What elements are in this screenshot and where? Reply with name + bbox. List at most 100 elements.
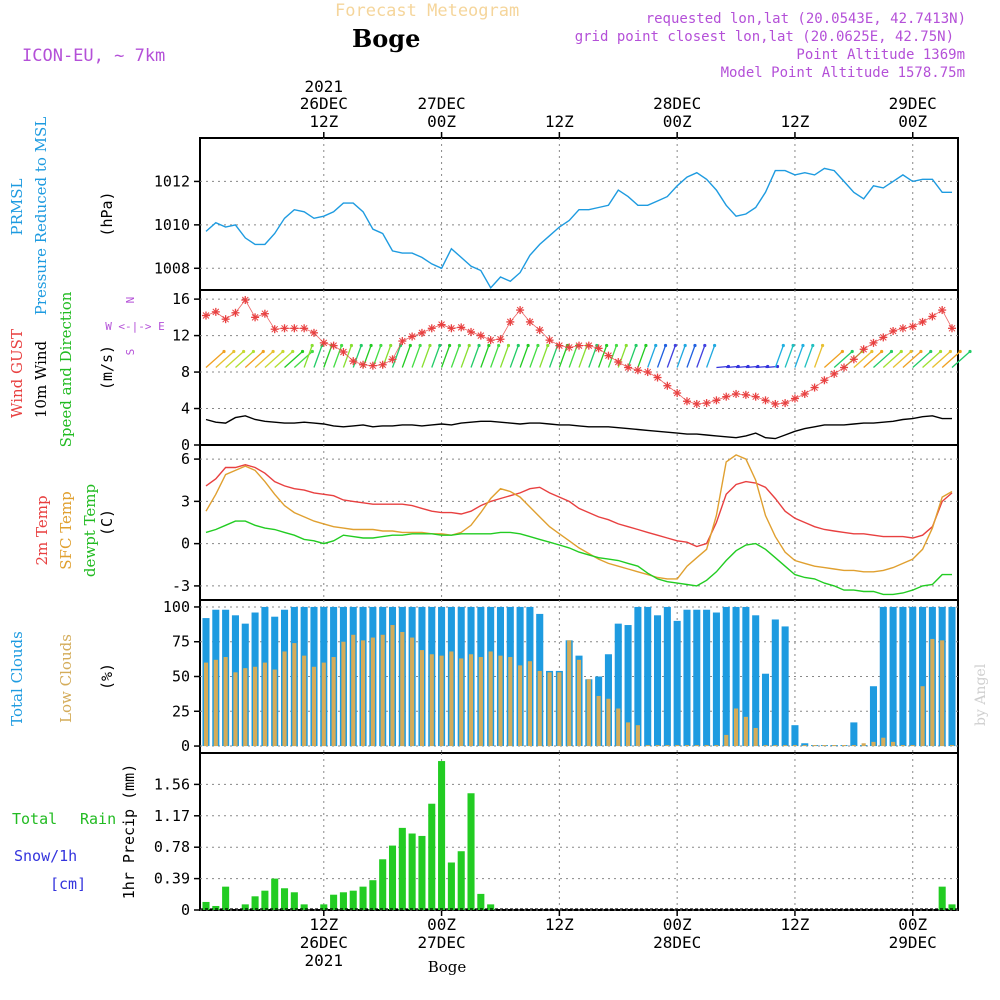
- low-cloud-bar: [331, 657, 336, 747]
- wind-arrow-head: [428, 343, 432, 348]
- wind-arrow-head: [889, 349, 894, 354]
- wind-gust-point: [810, 383, 819, 392]
- wind-arrow: [794, 345, 804, 368]
- wind-arrow-head: [624, 343, 628, 348]
- wind-gust-point: [437, 320, 446, 329]
- wind-gust-point: [928, 312, 937, 321]
- total-clouds-label: Total Clouds: [8, 631, 26, 726]
- low-cloud-bar: [851, 745, 856, 747]
- top-label-hour: 12Z: [545, 112, 574, 131]
- wind-arrow: [637, 345, 647, 368]
- gust-star-d2: [840, 364, 848, 371]
- wind-arrow-head: [614, 343, 619, 348]
- low-cloud-bar: [812, 745, 817, 747]
- wind-arrow: [912, 351, 932, 368]
- wind-arrow: [598, 345, 608, 368]
- wind-arrow: [539, 345, 549, 368]
- gust-star-d2: [290, 324, 298, 332]
- wind-arrow-head: [880, 349, 884, 354]
- low-cloud-bar: [567, 640, 572, 747]
- top-label-date: 28DEC: [653, 94, 701, 113]
- low-cloud-bar: [900, 745, 905, 747]
- y-tick-label: 0: [181, 436, 190, 454]
- low-cloud-bar: [881, 737, 886, 747]
- low-cloud-bar: [861, 743, 866, 747]
- gust-star-d2: [281, 324, 288, 332]
- low-cloud-bar: [675, 745, 680, 747]
- low-cloud-bar: [321, 662, 326, 747]
- wind-arrow-head: [271, 349, 275, 354]
- low-cloud-bar: [537, 670, 542, 747]
- total-cloud-bar: [909, 606, 917, 747]
- gust-star-d2: [742, 391, 750, 399]
- rain-bar: [222, 886, 230, 910]
- y-tick-label: 0.39: [154, 870, 190, 888]
- wind-arrow-head: [310, 349, 314, 354]
- rain-bar: [290, 892, 298, 910]
- wind-arrow-head: [663, 343, 668, 348]
- wind-arrow: [499, 345, 510, 368]
- total-cloud-bar: [634, 606, 642, 747]
- rain-bar: [359, 886, 367, 910]
- low-cloud-bar: [635, 725, 640, 747]
- gust-star-d2: [771, 400, 779, 408]
- low-cloud-bar: [410, 637, 415, 747]
- gust-star-d2: [546, 336, 553, 344]
- gust-star-d2: [752, 393, 760, 401]
- wind-arrow: [578, 345, 588, 368]
- bottom-label-date: 28DEC: [653, 933, 701, 952]
- wind-arrow-head: [389, 343, 393, 348]
- wind-arrow-head: [320, 343, 324, 348]
- gust-star-d2: [516, 306, 524, 314]
- rain-bar: [379, 859, 387, 910]
- wind-arrow: [342, 345, 353, 368]
- panel-pressure: 1008 1010 1012 (hPa) PRMSL Pressure Reduced t…: [8, 117, 959, 315]
- pressure-frame: [199, 137, 959, 291]
- top-time-label: 12Z: [780, 112, 810, 138]
- low-cloud-bar: [792, 745, 798, 747]
- gust-star-d2: [889, 327, 897, 335]
- low-cloud-bar: [841, 745, 847, 747]
- wind-arrow-head: [929, 349, 933, 354]
- y-tick-label: -3: [172, 577, 190, 595]
- total-cloud-bar: [771, 619, 779, 747]
- gust-star-d2: [693, 400, 701, 408]
- wind-arrow: [941, 351, 961, 368]
- wind-gust-point: [486, 336, 495, 345]
- rain-bar: [339, 892, 347, 910]
- wind-arrow-head: [683, 343, 687, 348]
- wind-arrow: [323, 345, 333, 368]
- wind-arrow-head: [820, 343, 825, 348]
- total-cloud-bar: [663, 606, 671, 747]
- pressure-line: [205, 167, 952, 289]
- wind-gust-point: [594, 344, 603, 353]
- wind-arrow-head: [310, 343, 314, 348]
- total-cloud-bar: [722, 606, 730, 747]
- wind-gust-point: [270, 325, 279, 334]
- wind-arrow-head: [300, 349, 305, 354]
- low-cloud-bar: [645, 745, 650, 747]
- wind-arrow: [313, 345, 323, 368]
- low-cloud-bar: [360, 640, 366, 747]
- precip-unit-label: 1hr Precip (mm): [120, 764, 138, 899]
- precip-frame: [199, 752, 959, 911]
- wind-gust-point: [771, 399, 780, 408]
- model-point-altitude: Model Point Altitude 1578.75m: [721, 65, 965, 81]
- gust-star-d2: [202, 312, 210, 319]
- prmsl-label: PRMSL: [8, 178, 26, 235]
- bottom-time-label: 12Z: [780, 910, 810, 934]
- place-title: Boge: [352, 24, 420, 53]
- gust-star-d2: [310, 329, 318, 337]
- low-cloud-bar: [694, 745, 699, 747]
- wind-arrow-head: [703, 343, 707, 348]
- wind-arrow: [676, 345, 686, 368]
- wind-arrow: [745, 365, 758, 369]
- gust-star-d2: [595, 344, 602, 352]
- wind-arrow: [411, 345, 421, 368]
- top-label-date: 29DEC: [889, 94, 937, 113]
- wind-arrow-head: [775, 364, 780, 369]
- wind-gust-point: [329, 341, 338, 350]
- y-tick-label: 75: [172, 633, 190, 651]
- low-cloud-bar: [871, 741, 876, 747]
